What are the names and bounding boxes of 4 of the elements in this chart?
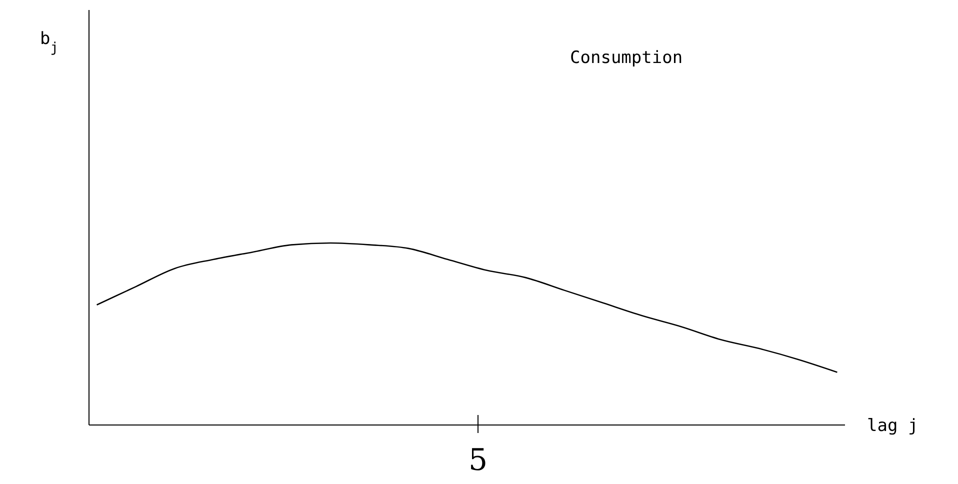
text: 5 xyxy=(468,443,488,478)
x-axis-title: lag j xyxy=(867,416,918,436)
text: b$_{j}$ xyxy=(40,29,58,56)
text: Consumption xyxy=(570,48,683,68)
